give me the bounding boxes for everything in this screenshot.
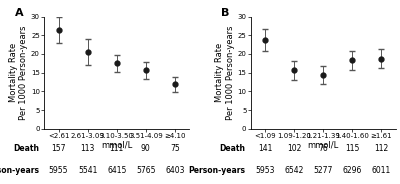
Text: 6415: 6415 [107,166,126,175]
Text: 5541: 5541 [78,166,97,175]
Text: 113: 113 [80,144,95,153]
Text: 157: 157 [51,144,66,153]
Text: 5277: 5277 [314,166,333,175]
Text: 6011: 6011 [372,166,391,175]
Text: 115: 115 [345,144,360,153]
Text: 5953: 5953 [255,166,275,175]
Text: Person-years: Person-years [0,166,39,175]
Text: 5955: 5955 [49,166,68,175]
Text: Death: Death [13,144,39,153]
Text: 111: 111 [110,144,124,153]
Text: Death: Death [220,144,246,153]
X-axis label: mmol/L: mmol/L [308,140,339,149]
Text: 90: 90 [141,144,151,153]
Text: 6403: 6403 [165,166,185,175]
Text: 102: 102 [287,144,301,153]
Text: 141: 141 [258,144,272,153]
Text: B: B [222,8,230,18]
Text: Person-years: Person-years [189,166,246,175]
Text: A: A [15,8,24,18]
Text: 5765: 5765 [136,166,156,175]
Text: 112: 112 [374,144,388,153]
Text: 76: 76 [318,144,328,153]
Text: 6542: 6542 [284,166,304,175]
Text: 6296: 6296 [343,166,362,175]
Y-axis label: Mortality Rate
Per 1000 Person-years: Mortality Rate Per 1000 Person-years [9,25,28,120]
Text: 75: 75 [170,144,180,153]
Y-axis label: Mortality Rate
Per 1000 Person-years: Mortality Rate Per 1000 Person-years [215,25,235,120]
X-axis label: mmol/L: mmol/L [101,140,132,149]
